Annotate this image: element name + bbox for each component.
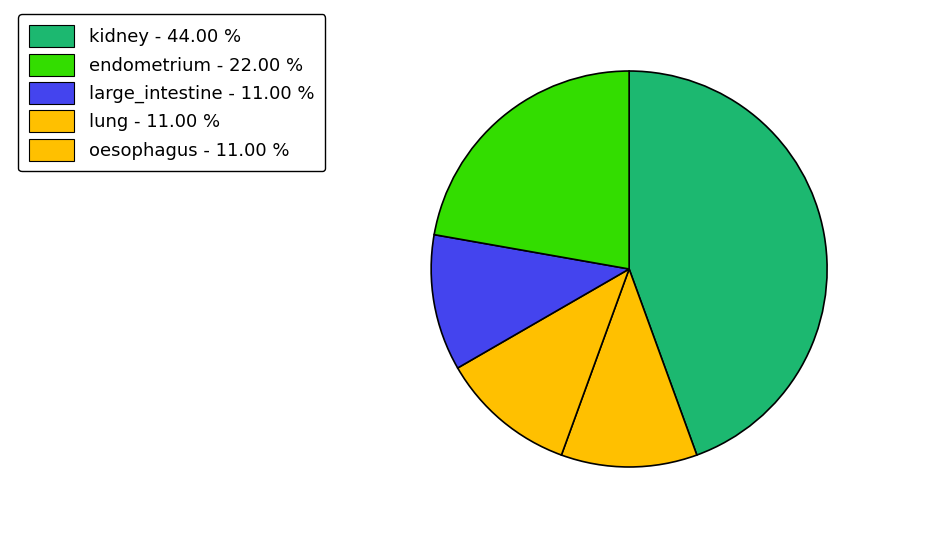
Wedge shape (562, 269, 697, 467)
Legend: kidney - 44.00 %, endometrium - 22.00 %, large_intestine - 11.00 %, lung - 11.00: kidney - 44.00 %, endometrium - 22.00 %,… (19, 15, 325, 172)
Wedge shape (431, 235, 629, 368)
Wedge shape (434, 71, 629, 269)
Wedge shape (629, 71, 827, 455)
Wedge shape (457, 269, 629, 455)
